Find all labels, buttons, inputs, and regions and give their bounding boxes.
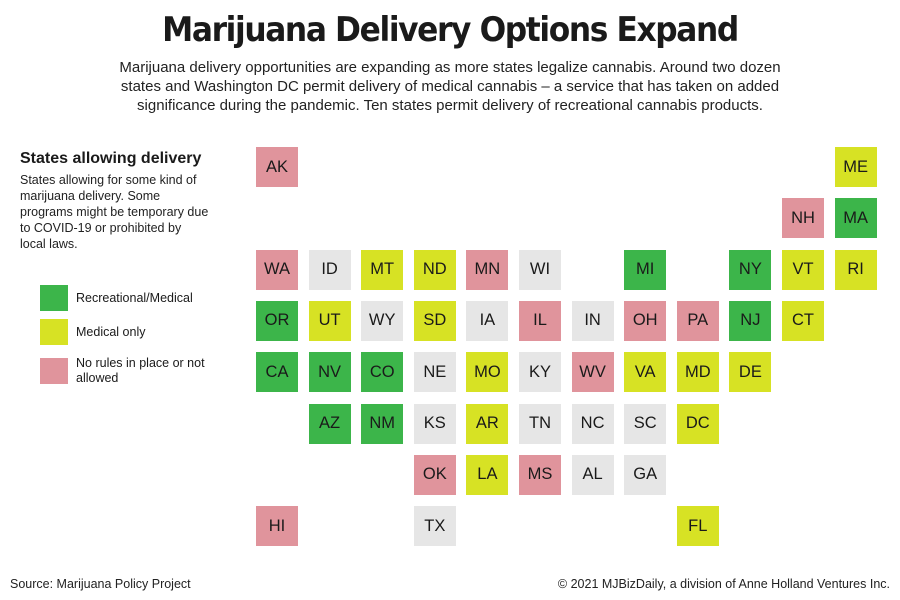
state-tile-wi: WI [519, 249, 561, 290]
state-tile-ny: NY [729, 249, 772, 290]
state-tile-nh: NH [782, 198, 824, 239]
state-tile-ia: IA [466, 300, 509, 341]
state-tile-ut: UT [308, 300, 351, 341]
state-tile-mn: MN [466, 249, 509, 290]
state-tile-mt: MT [361, 249, 404, 290]
state-tile-sc: SC [624, 403, 667, 444]
state-tile-ct: CT [782, 300, 824, 341]
state-tile-nv: NV [308, 352, 351, 393]
state-tile-hi: HI [256, 506, 298, 547]
legend-title: States allowing delivery [20, 150, 202, 167]
legend-swatch-none [40, 358, 68, 384]
state-tile-mo: MO [466, 352, 509, 393]
state-tile-ma: MA [834, 198, 877, 239]
state-tile-sd: SD [413, 300, 456, 341]
chart-title: Marijuana Delivery Options Expand [162, 10, 739, 50]
state-tile-id: ID [308, 249, 351, 290]
legend-label-medical: Medical only [76, 324, 146, 339]
copyright-note: © 2021 MJBizDaily, a division of Anne Ho… [557, 577, 890, 591]
state-tile-az: AZ [308, 403, 351, 444]
state-tile-ks: KS [413, 403, 456, 444]
state-tile-ga: GA [624, 454, 667, 495]
state-tile-wa: WA [256, 249, 298, 290]
state-tile-or: OR [256, 300, 298, 341]
legend-item-medical: Medical only [40, 319, 216, 345]
state-tile-fl: FL [676, 506, 719, 547]
state-tile-nc: NC [571, 403, 614, 444]
state-tile-ak: AK [256, 147, 298, 187]
state-tile-in: IN [571, 300, 614, 341]
source-note: Source: Marijuana Policy Project [10, 577, 191, 591]
state-tile-il: IL [519, 300, 561, 341]
legend-label-recreational: Recreational/Medical [76, 290, 193, 305]
chart-subtitle: Marijuana delivery opportunities are exp… [119, 59, 781, 114]
state-tile-ne: NE [413, 352, 456, 393]
legend-item-recreational: Recreational/Medical [40, 285, 216, 311]
state-tile-de: DE [729, 352, 772, 393]
legend-swatch-recreational [40, 285, 68, 311]
state-tile-wv: WV [571, 352, 614, 393]
state-tile-tx: TX [413, 506, 456, 547]
state-tile-ri: RI [834, 249, 877, 290]
state-tile-ar: AR [466, 403, 509, 444]
legend-label-none: No rules in place or not allowed [76, 356, 205, 385]
state-tile-me: ME [834, 147, 877, 187]
state-tile-ok: OK [413, 454, 456, 495]
state-tile-md: MD [676, 352, 719, 393]
state-tile-va: VA [624, 352, 667, 393]
state-tile-co: CO [361, 352, 404, 393]
state-tile-nm: NM [361, 403, 404, 444]
state-tile-al: AL [571, 454, 614, 495]
legend-item-none: No rules in place or not allowed [40, 356, 216, 386]
state-tile-dc: DC [676, 403, 719, 444]
state-tile-ky: KY [519, 352, 561, 393]
legend-swatch-medical [40, 319, 68, 345]
state-tile-pa: PA [676, 300, 719, 341]
state-tile-ms: MS [519, 454, 561, 495]
legend-description: States allowing for some kind of marijua… [20, 173, 209, 251]
state-tile-oh: OH [624, 300, 667, 341]
state-tile-nj: NJ [729, 300, 772, 341]
state-tile-la: LA [466, 454, 509, 495]
state-tile-ca: CA [256, 352, 298, 393]
state-tile-nd: ND [413, 249, 456, 290]
state-tile-wy: WY [361, 300, 404, 341]
state-tile-tn: TN [519, 403, 561, 444]
state-tile-vt: VT [782, 249, 824, 290]
state-tile-mi: MI [624, 249, 667, 290]
